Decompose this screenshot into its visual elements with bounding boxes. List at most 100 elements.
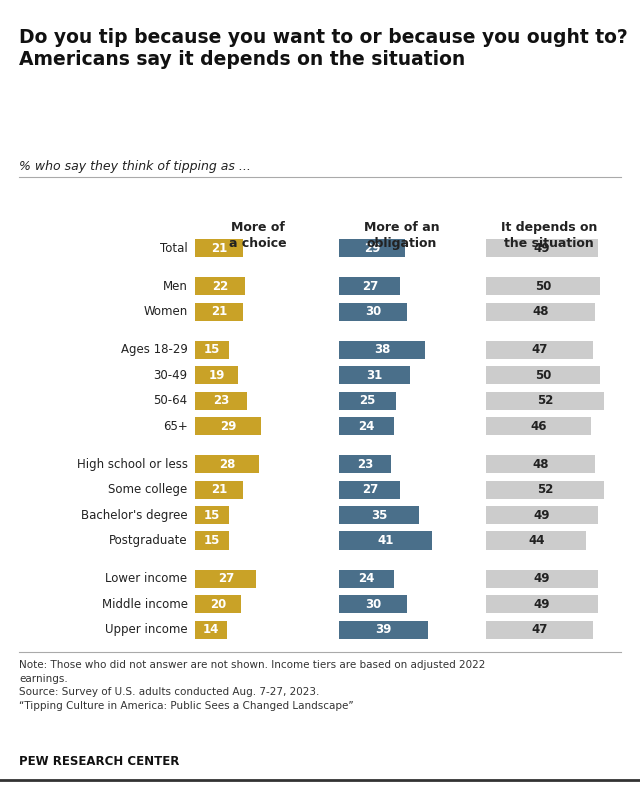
Text: 46: 46	[531, 420, 547, 433]
Text: 19: 19	[209, 369, 225, 381]
Text: Do you tip because you want to or because you ought to?
Americans say it depends: Do you tip because you want to or becaus…	[19, 28, 628, 69]
Text: 49: 49	[534, 508, 550, 522]
Text: Bachelor's degree: Bachelor's degree	[81, 508, 188, 522]
Bar	[195, 302, 243, 321]
Bar	[339, 392, 396, 410]
Text: Ages 18-29: Ages 18-29	[121, 343, 188, 357]
Bar	[195, 595, 241, 614]
Text: 21: 21	[211, 305, 227, 318]
Bar	[195, 531, 229, 550]
Text: 44: 44	[528, 534, 545, 547]
Text: PEW RESEARCH CENTER: PEW RESEARCH CENTER	[19, 755, 180, 768]
Text: 49: 49	[534, 242, 550, 255]
Text: 50-64: 50-64	[154, 394, 188, 407]
Bar	[486, 239, 598, 257]
Text: 29: 29	[364, 242, 380, 255]
Bar	[195, 277, 245, 295]
Bar	[486, 531, 586, 550]
Bar	[195, 480, 243, 499]
Text: 15: 15	[204, 343, 220, 357]
Text: 27: 27	[362, 484, 378, 496]
Bar	[195, 506, 229, 524]
Bar	[486, 341, 593, 359]
Bar	[486, 570, 598, 588]
Text: 29: 29	[220, 420, 236, 433]
Text: 30-49: 30-49	[154, 369, 188, 381]
Text: 15: 15	[204, 534, 220, 547]
Text: % who say they think of tipping as ...: % who say they think of tipping as ...	[19, 160, 251, 172]
Bar	[195, 570, 257, 588]
Bar	[195, 341, 229, 359]
Bar	[195, 392, 248, 410]
Text: 47: 47	[532, 343, 548, 357]
Bar	[486, 277, 600, 295]
Bar	[339, 277, 401, 295]
Text: 48: 48	[532, 458, 549, 471]
Text: Postgraduate: Postgraduate	[109, 534, 188, 547]
Text: More of an
obligation: More of an obligation	[364, 221, 440, 251]
Text: 49: 49	[534, 572, 550, 585]
Bar	[339, 621, 428, 639]
Bar	[339, 302, 407, 321]
Bar	[339, 595, 407, 614]
Bar	[195, 239, 243, 257]
Text: 52: 52	[537, 394, 554, 407]
Bar	[486, 302, 595, 321]
Text: 49: 49	[534, 598, 550, 610]
Text: 14: 14	[203, 623, 220, 636]
Text: 27: 27	[362, 280, 378, 293]
Text: 23: 23	[213, 394, 229, 407]
Text: Upper income: Upper income	[105, 623, 188, 636]
Bar	[339, 239, 405, 257]
Bar	[339, 531, 432, 550]
Text: 25: 25	[360, 394, 376, 407]
Bar	[339, 366, 410, 385]
Text: 39: 39	[375, 623, 392, 636]
Text: 47: 47	[532, 623, 548, 636]
Text: It depends on
the situation: It depends on the situation	[500, 221, 597, 251]
Bar	[486, 417, 591, 436]
Text: 20: 20	[210, 598, 226, 610]
Text: 28: 28	[219, 458, 235, 471]
Text: Lower income: Lower income	[106, 572, 188, 585]
Text: 15: 15	[204, 508, 220, 522]
Bar	[486, 366, 600, 385]
Text: 41: 41	[378, 534, 394, 547]
Bar	[486, 392, 604, 410]
Text: Note: Those who did not answer are not shown. Income tiers are based on adjusted: Note: Those who did not answer are not s…	[19, 660, 486, 711]
Text: 52: 52	[537, 484, 554, 496]
Bar	[339, 506, 419, 524]
Text: 65+: 65+	[163, 420, 188, 433]
Text: 48: 48	[532, 305, 549, 318]
Text: Middle income: Middle income	[102, 598, 188, 610]
Text: 27: 27	[218, 572, 234, 585]
Bar	[339, 341, 426, 359]
Text: High school or less: High school or less	[77, 458, 188, 471]
Text: 30: 30	[365, 305, 381, 318]
Text: 24: 24	[358, 420, 374, 433]
Bar	[195, 621, 227, 639]
Text: 23: 23	[357, 458, 373, 471]
Bar	[339, 455, 392, 473]
Bar	[195, 366, 238, 385]
Text: 50: 50	[535, 280, 551, 293]
Text: 24: 24	[358, 572, 374, 585]
Text: 30: 30	[365, 598, 381, 610]
Text: Men: Men	[163, 280, 188, 293]
Text: 50: 50	[535, 369, 551, 381]
Bar	[195, 417, 261, 436]
Text: Women: Women	[143, 305, 188, 318]
Bar	[339, 417, 394, 436]
Bar	[195, 455, 259, 473]
Bar	[486, 480, 604, 499]
Bar	[339, 570, 394, 588]
Text: 22: 22	[212, 280, 228, 293]
Text: Total: Total	[160, 242, 188, 255]
Bar	[339, 480, 401, 499]
Text: 35: 35	[371, 508, 387, 522]
Text: 21: 21	[211, 484, 227, 496]
Text: Some college: Some college	[108, 484, 188, 496]
Bar	[486, 595, 598, 614]
Text: 31: 31	[366, 369, 383, 381]
Text: More of
a choice: More of a choice	[228, 221, 287, 251]
